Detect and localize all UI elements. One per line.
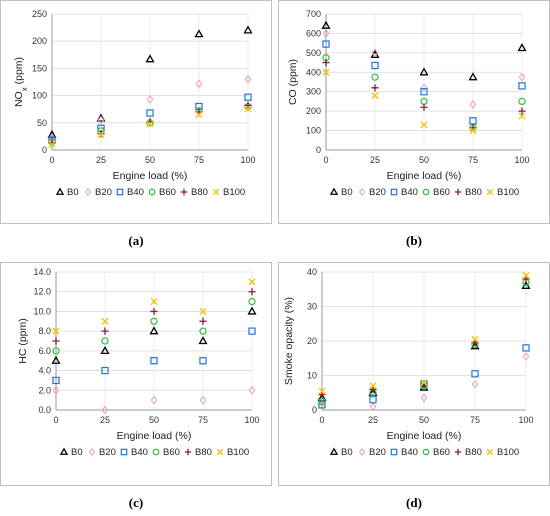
panel-caption: (a) [128,233,144,248]
panel-caption: (d) [406,495,422,510]
chart-panel-2 [278,0,550,224]
chart-panel-1 [0,0,272,224]
chart-panel-4 [278,262,550,486]
chart-panel-3 [0,262,272,486]
panel-caption: (b) [406,233,422,248]
panel-caption: (c) [128,495,144,510]
